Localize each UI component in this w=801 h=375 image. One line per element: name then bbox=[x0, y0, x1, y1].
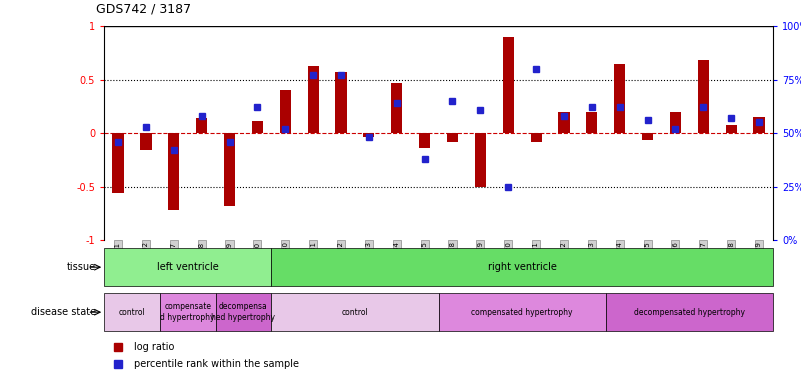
Bar bbox=[586, 112, 598, 133]
Bar bbox=[215, 293, 272, 331]
Text: compensated hypertrophy: compensated hypertrophy bbox=[472, 308, 573, 316]
Bar bbox=[726, 124, 737, 133]
Bar bbox=[606, 293, 773, 331]
Bar bbox=[530, 133, 541, 142]
Text: disease state: disease state bbox=[31, 307, 96, 317]
Bar bbox=[104, 248, 272, 286]
Bar bbox=[670, 112, 681, 133]
Bar bbox=[614, 64, 626, 133]
Bar bbox=[336, 72, 347, 133]
Bar bbox=[503, 37, 513, 133]
Bar bbox=[252, 122, 263, 133]
Bar bbox=[642, 133, 653, 140]
Bar bbox=[168, 133, 179, 210]
Text: percentile rank within the sample: percentile rank within the sample bbox=[135, 359, 300, 369]
Bar bbox=[308, 66, 319, 133]
Text: decompensa
hed hypertrophy: decompensa hed hypertrophy bbox=[211, 303, 276, 322]
Bar bbox=[698, 60, 709, 133]
Bar bbox=[558, 112, 570, 133]
Bar bbox=[364, 133, 374, 137]
Bar bbox=[419, 133, 430, 148]
Bar bbox=[475, 133, 486, 187]
Bar bbox=[224, 133, 235, 206]
Text: log ratio: log ratio bbox=[135, 342, 175, 352]
Bar bbox=[447, 133, 458, 142]
Text: tissue: tissue bbox=[67, 262, 96, 272]
Bar bbox=[272, 293, 439, 331]
Bar bbox=[140, 133, 151, 150]
Text: compensate
d hypertrophy: compensate d hypertrophy bbox=[160, 303, 215, 322]
Bar bbox=[112, 133, 123, 193]
Bar bbox=[196, 118, 207, 133]
Text: GDS742 / 3187: GDS742 / 3187 bbox=[96, 2, 191, 15]
Text: control: control bbox=[119, 308, 145, 316]
Bar bbox=[280, 90, 291, 133]
Bar bbox=[754, 117, 765, 133]
Text: decompensated hypertrophy: decompensated hypertrophy bbox=[634, 308, 745, 316]
Bar bbox=[439, 293, 606, 331]
Bar bbox=[160, 293, 215, 331]
Text: control: control bbox=[341, 308, 368, 316]
Bar bbox=[272, 248, 773, 286]
Bar bbox=[391, 83, 402, 133]
Bar bbox=[104, 293, 160, 331]
Text: right ventricle: right ventricle bbox=[488, 262, 557, 272]
Text: left ventricle: left ventricle bbox=[157, 262, 219, 272]
